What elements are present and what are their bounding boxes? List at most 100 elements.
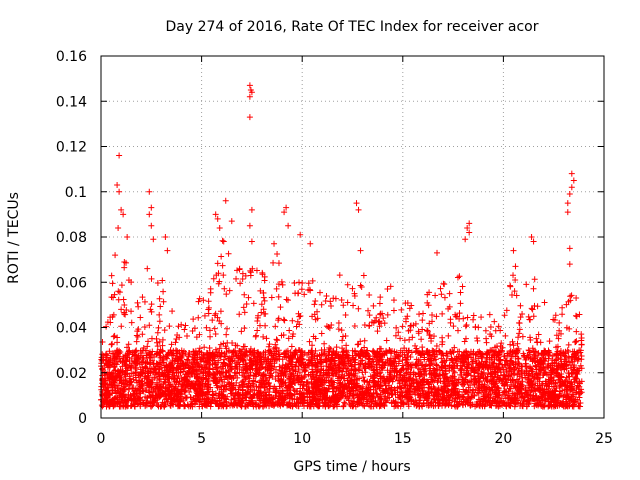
data-point xyxy=(464,314,471,321)
data-point xyxy=(261,297,268,304)
data-point xyxy=(568,354,575,361)
data-point xyxy=(173,347,180,354)
data-point xyxy=(349,403,356,410)
data-point xyxy=(213,348,220,355)
data-point xyxy=(196,295,203,302)
data-point xyxy=(446,367,453,374)
data-point xyxy=(143,360,150,367)
data-point xyxy=(209,317,216,324)
data-point xyxy=(437,285,444,292)
data-point xyxy=(332,371,339,378)
data-point xyxy=(205,304,212,311)
data-point xyxy=(124,344,131,351)
data-point xyxy=(528,305,535,312)
data-point xyxy=(573,328,580,335)
data-point xyxy=(247,349,254,356)
data-point xyxy=(383,337,390,344)
data-point xyxy=(451,344,458,351)
data-point xyxy=(220,386,227,393)
data-point xyxy=(206,371,213,378)
data-point xyxy=(205,386,212,393)
data-point xyxy=(296,279,303,286)
data-point xyxy=(557,330,564,337)
data-point xyxy=(173,335,180,342)
data-point xyxy=(366,291,373,298)
data-point xyxy=(240,343,247,350)
data-point xyxy=(238,328,245,335)
data-point xyxy=(461,338,468,345)
data-point xyxy=(426,320,433,327)
data-point xyxy=(507,357,514,364)
data-point xyxy=(526,347,533,354)
data-point xyxy=(428,338,435,345)
data-point xyxy=(336,272,343,279)
data-point xyxy=(439,334,446,341)
data-point xyxy=(118,306,125,313)
data-point xyxy=(275,293,282,300)
data-point xyxy=(239,356,246,363)
data-point xyxy=(343,349,350,356)
data-point xyxy=(432,292,439,299)
data-point xyxy=(206,327,213,334)
data-point xyxy=(219,237,226,244)
data-point xyxy=(448,402,455,409)
data-point xyxy=(355,305,362,312)
data-point xyxy=(270,259,277,266)
data-point xyxy=(420,376,427,383)
data-point xyxy=(466,395,473,402)
data-point xyxy=(510,342,517,349)
data-point xyxy=(135,303,142,310)
data-point xyxy=(328,302,335,309)
data-point xyxy=(205,298,212,305)
data-point xyxy=(273,285,280,292)
data-point xyxy=(473,335,480,342)
data-point xyxy=(237,280,244,287)
data-point xyxy=(516,330,523,337)
data-point xyxy=(365,307,372,314)
data-point xyxy=(156,295,163,302)
data-point xyxy=(305,280,312,287)
data-point xyxy=(153,335,160,342)
data-point xyxy=(260,333,267,340)
data-point xyxy=(559,304,566,311)
data-point xyxy=(462,323,469,330)
data-point xyxy=(306,338,313,345)
data-point xyxy=(455,327,462,334)
data-point xyxy=(218,253,225,260)
data-point xyxy=(340,403,347,410)
data-point xyxy=(245,399,252,406)
data-point xyxy=(470,312,477,319)
data-point xyxy=(472,323,479,330)
data-point xyxy=(288,371,295,378)
data-point xyxy=(340,302,347,309)
data-point xyxy=(261,310,268,317)
data-point xyxy=(351,323,358,330)
data-point xyxy=(514,340,521,347)
data-point xyxy=(440,280,447,287)
data-point xyxy=(312,363,319,370)
data-point xyxy=(404,399,411,406)
data-point xyxy=(386,375,393,382)
data-point xyxy=(316,289,323,296)
data-point xyxy=(515,334,522,341)
data-point xyxy=(339,337,346,344)
data-point xyxy=(207,333,214,340)
data-point xyxy=(531,403,538,410)
data-point xyxy=(507,341,514,348)
data-point xyxy=(304,379,311,386)
data-point xyxy=(564,384,571,391)
data-point xyxy=(190,348,197,355)
data-point xyxy=(169,308,176,315)
data-point xyxy=(525,313,532,320)
data-point xyxy=(371,400,378,407)
data-point xyxy=(527,316,534,323)
data-point xyxy=(218,320,225,327)
data-point xyxy=(272,323,279,330)
data-point xyxy=(563,374,570,381)
data-point xyxy=(438,291,445,298)
data-point xyxy=(571,348,578,355)
data-point xyxy=(312,298,319,305)
data-point xyxy=(185,350,192,357)
data-point xyxy=(154,329,161,336)
data-point xyxy=(439,359,446,366)
